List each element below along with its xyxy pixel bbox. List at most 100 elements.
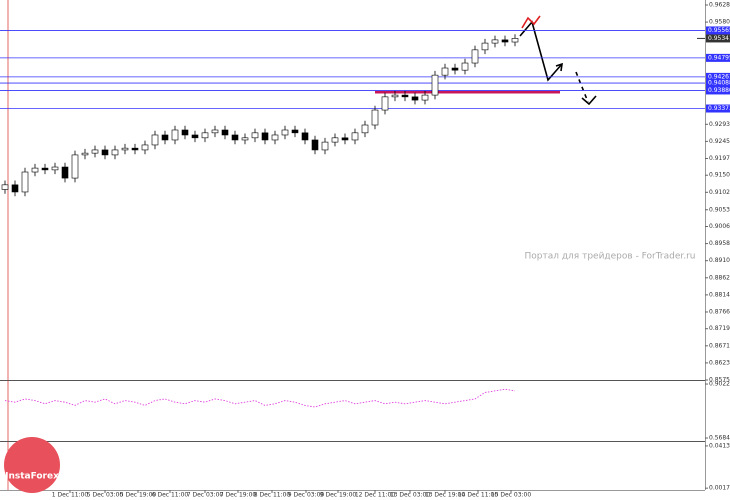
candle-body <box>261 132 269 141</box>
x-tick-label: 9 Dec 19:00 <box>320 492 357 499</box>
level-label: 0.95565 <box>708 27 730 34</box>
candle-body <box>361 124 369 134</box>
candle-body <box>371 109 379 126</box>
x-tick-label: 13 Dec 19:00 <box>425 492 466 499</box>
pattern-mark <box>521 15 541 29</box>
candle-body <box>231 134 239 141</box>
candle-body <box>171 129 179 141</box>
x-tick-label: 5 Dec 03:00 <box>87 492 124 499</box>
candle-body <box>381 96 389 111</box>
candle-body <box>151 134 159 146</box>
candle-body <box>511 38 519 43</box>
candle-body <box>1 184 9 190</box>
candle-body <box>111 149 119 156</box>
logo: InstaForex <box>4 437 60 493</box>
candle-body <box>81 152 89 156</box>
level-label-box <box>706 79 730 88</box>
x-tick-label: 8 Dec 11:00 <box>254 492 291 499</box>
forecast-arrow-head <box>581 95 597 106</box>
level-label-box <box>706 72 730 81</box>
x-tick-label: 13 Dec 03:00 <box>390 492 431 499</box>
candle-body <box>101 149 109 156</box>
forecast-arrow-head <box>555 62 563 72</box>
x-tick-label: 15 Dec 03:00 <box>491 492 532 499</box>
level-label: 0.94088 <box>708 80 730 87</box>
x-tick-label: 7 Dec 03:00 <box>187 492 224 499</box>
candle-body <box>421 94 429 101</box>
candle-body <box>311 139 319 151</box>
candle-body <box>51 166 59 171</box>
candle-body <box>41 167 49 171</box>
level-label-box <box>706 26 730 35</box>
candle-body <box>241 137 249 141</box>
volume-tick-label: 0.00172 <box>709 485 730 492</box>
candle-body <box>481 42 489 51</box>
candle-body <box>391 94 399 98</box>
candle-body <box>441 67 449 76</box>
candle-body <box>301 132 309 141</box>
candle-body <box>71 154 79 179</box>
candle-body <box>21 171 29 193</box>
logo-badge <box>4 437 60 493</box>
x-tick-label: 14 Dec 11:00 <box>458 492 499 499</box>
candle-body <box>291 129 299 134</box>
candle-body <box>251 132 259 139</box>
candle-body <box>411 96 419 101</box>
candle-body <box>221 129 229 136</box>
forecast-arrow <box>575 71 589 103</box>
x-tick-label: 1 Dec 11:00 <box>52 492 89 499</box>
candle-body <box>281 129 289 136</box>
candle-body <box>341 137 349 141</box>
x-tick-label: 6 Dec 11:00 <box>152 492 189 499</box>
level-label: 0.94795 <box>708 54 730 61</box>
volume-tick-label: 0.04132 <box>709 442 730 449</box>
level-label-box <box>706 86 730 95</box>
candle-body <box>461 62 469 71</box>
candle-body <box>321 141 329 151</box>
candle-body <box>211 129 219 134</box>
candle-body <box>401 94 409 98</box>
indicator-tick-label: 0.56844 <box>709 435 730 442</box>
candle-body <box>491 39 499 44</box>
level-label: 0.94261 <box>708 73 730 80</box>
candle-body <box>201 132 209 139</box>
candle-body <box>141 144 149 151</box>
logo-text: InstaForex <box>5 472 59 482</box>
forecast-arrow <box>519 20 563 82</box>
indicator-tick-label: 0.90223 <box>709 381 730 388</box>
x-tick-label: 9 Dec 03:00 <box>288 492 325 499</box>
candle-body <box>161 134 169 141</box>
candle-body <box>331 137 339 143</box>
level-label: 0.93373 <box>708 105 730 112</box>
candle-body <box>61 166 69 179</box>
x-tick-label: 12 Dec 11:00 <box>355 492 396 499</box>
level-label-box <box>706 104 730 113</box>
candle-body <box>271 134 279 141</box>
candle-body <box>191 134 199 139</box>
x-tick-label: 7 Dec 19:00 <box>220 492 257 499</box>
candle-body <box>181 129 189 136</box>
candle-body <box>431 74 439 96</box>
last-price-box <box>706 34 730 43</box>
x-tick-label: 5 Dec 19:00 <box>120 492 157 499</box>
